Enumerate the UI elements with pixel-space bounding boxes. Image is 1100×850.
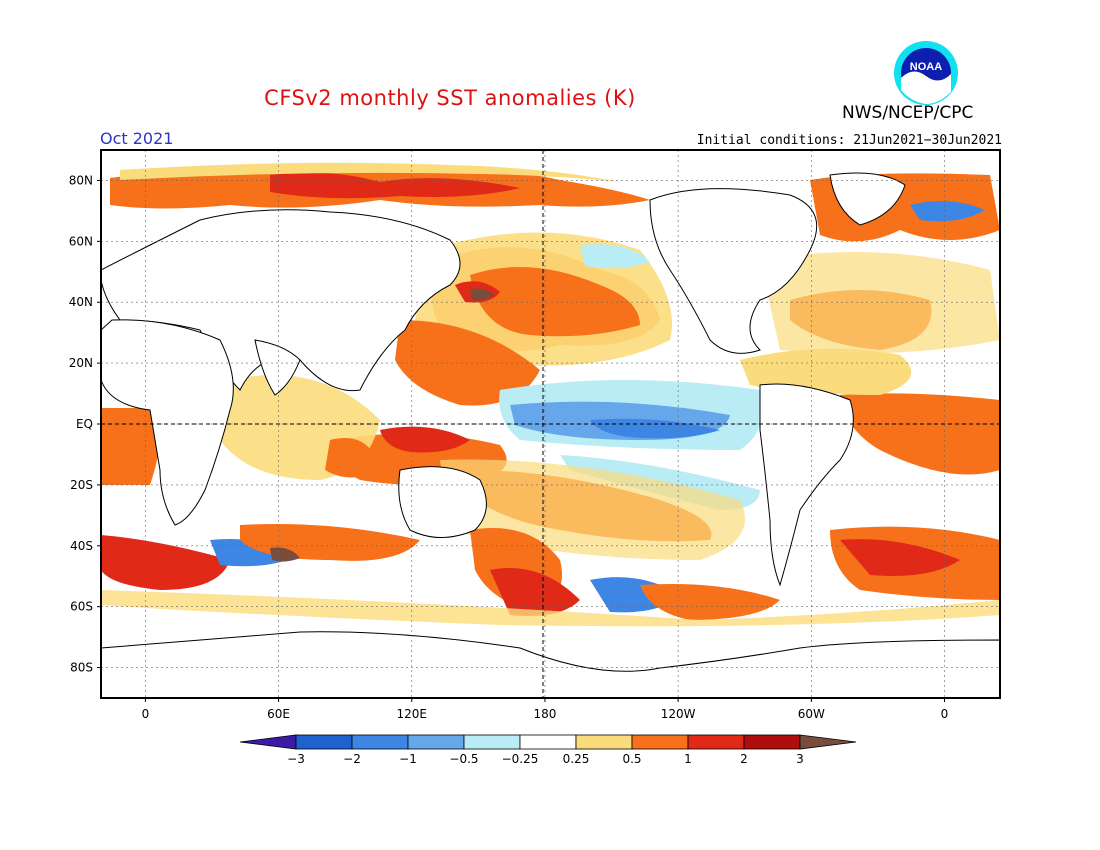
colorbar-swatch	[575, 734, 633, 750]
ne-pacific-cool	[580, 244, 650, 269]
lat-tick-label: 20N	[69, 356, 93, 370]
gulf-of-guinea-warm	[101, 408, 162, 485]
colorbar-swatch	[295, 734, 353, 750]
colorbar-swatch	[519, 734, 577, 750]
equatorial-atlantic-warm	[840, 393, 1000, 475]
lon-tick-label: 0	[941, 707, 949, 721]
south-pacific-warm-band	[640, 584, 780, 620]
nw-pacific-warm	[395, 320, 540, 406]
colorbar-tick-label: −0.25	[502, 752, 539, 766]
lon-tick-label: 180	[533, 707, 556, 721]
south-atlantic-hot	[840, 539, 960, 576]
colorbar-max-arrow	[799, 734, 857, 750]
lat-tick-label: 40N	[69, 295, 93, 309]
logo-text: NOAA	[910, 61, 942, 73]
lat-tick-label: 60S	[70, 600, 93, 614]
caribbean-yellow	[740, 348, 912, 395]
colorbar-tick-label: −2	[343, 752, 361, 766]
indonesia-hot	[380, 426, 470, 453]
greenland-landmass	[829, 172, 906, 226]
south-america-landmass	[759, 383, 854, 587]
colorbar-tick-label: −3	[287, 752, 305, 766]
north-atlantic-yellow	[760, 252, 1000, 354]
longitude-labels: 0 60E 120E 180 120W 60W 0	[142, 698, 949, 721]
colorbar-tick-label: 0.5	[622, 752, 641, 766]
antarctica-landmass	[101, 631, 1000, 698]
indian-ocean-warm-spots	[325, 438, 380, 478]
colorbar-tick-label: 0.25	[563, 752, 590, 766]
colorbar-swatch	[687, 734, 745, 750]
colorbar-tick-label: 2	[740, 752, 748, 766]
lat-tick-label: 20S	[70, 478, 93, 492]
colorbar-tick-label: 3	[796, 752, 804, 766]
agency-label: NWS/NCEP/CPC	[842, 103, 974, 123]
lon-tick-label: 120W	[661, 707, 696, 721]
colorbar-swatch	[743, 734, 801, 750]
lat-tick-label: 60N	[69, 234, 93, 248]
india-peninsula	[254, 339, 301, 396]
north-america-landmass	[649, 188, 818, 354]
africa-landmass	[101, 319, 234, 526]
colorbar-tick-label: −1	[399, 752, 417, 766]
colorbar-min-arrow	[239, 734, 297, 750]
southern-ocean-yellow	[101, 590, 1000, 627]
greenland-cool	[910, 201, 985, 222]
kuroshio-max	[470, 288, 494, 301]
initial-conditions-label: Initial conditions: 21Jun2021−30Jun2021	[696, 133, 1002, 148]
australia-landmass	[398, 466, 487, 538]
colorbar-swatch	[463, 734, 521, 750]
noaa-logo-icon: NOAA	[894, 41, 958, 105]
southern-ocean-warm-west	[101, 535, 230, 590]
chart-title: CFSv2 monthly SST anomalies (K)	[264, 86, 636, 110]
lat-tick-label: 40S	[70, 539, 93, 553]
period-label: Oct 2021	[100, 129, 174, 148]
colorbar: −3 −2 −1 −0.5 −0.25 0.25 0.5 1 2 3	[239, 734, 857, 766]
north-pacific-core	[470, 267, 640, 337]
lon-tick-label: 60E	[267, 707, 290, 721]
lon-tick-label: 120E	[397, 707, 428, 721]
lon-tick-label: 0	[142, 707, 150, 721]
eurasia-landmass	[101, 209, 461, 392]
lon-tick-label: 60W	[798, 707, 825, 721]
lat-tick-label: 80N	[69, 173, 93, 187]
lat-tick-label: 80S	[70, 661, 93, 675]
colorbar-swatch	[351, 734, 409, 750]
latitude-labels: 80N 60N 40N 20N EQ 20S 40S 60S 80S	[69, 173, 101, 675]
colorbar-swatch	[631, 734, 689, 750]
colorbar-tick-label: 1	[684, 752, 692, 766]
arctic-yellow-band	[120, 162, 620, 182]
arctic-strong-warm	[270, 172, 520, 199]
tasman-hot	[490, 568, 580, 616]
colorbar-swatch	[407, 734, 465, 750]
colorbar-tick-label: −0.5	[449, 752, 478, 766]
lat-tick-label: EQ	[76, 417, 93, 431]
southern-ocean-max	[270, 547, 300, 562]
